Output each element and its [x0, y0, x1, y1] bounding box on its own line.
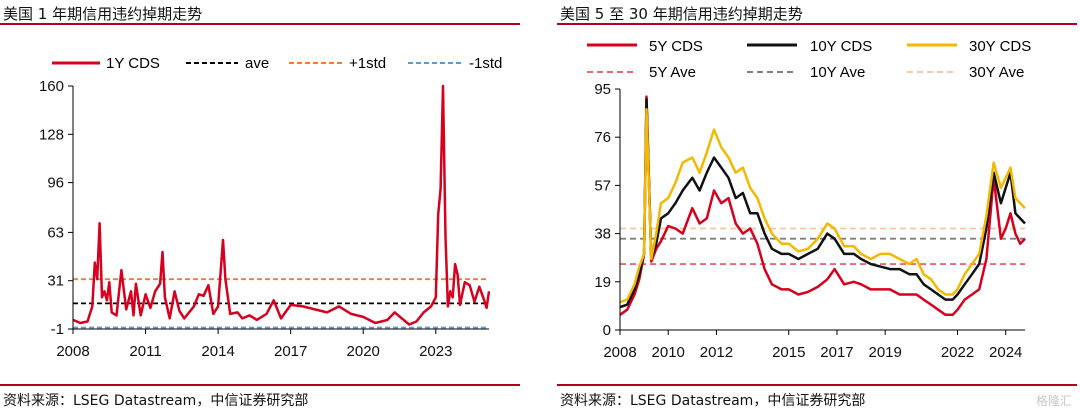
- source-note: 资料来源：LSEG Datastream，中信证券研究部: [3, 393, 309, 409]
- y-tick-label: 57: [594, 177, 611, 194]
- x-tick-label: 2020: [347, 343, 380, 360]
- x-tick-label: 2019: [868, 344, 901, 361]
- title-divider: [0, 23, 520, 25]
- legend-label-10y-cds: 10Y CDS: [810, 38, 872, 55]
- cds-1y-chart: 1Y CDS ave +1std -1std -1 31 63 96 128 160 200…: [39, 55, 502, 360]
- cds-5-30y-chart: 5Y CDS 10Y CDS 30Y CDS 5Y Ave 10Y Ave 30…: [587, 38, 1031, 361]
- legend-label-30y-ave: 30Y Ave: [969, 64, 1024, 81]
- y-tick-label: 96: [47, 175, 64, 192]
- x-tick-label: 2017: [274, 343, 307, 360]
- x-tick-label: 2017: [820, 344, 853, 361]
- legend-label-minus-1std: -1std: [469, 55, 502, 72]
- watermark-logo: 格隆汇: [1035, 394, 1072, 408]
- plot-area: 0 19 38 57 76 95 2008 2010 2012 2015 2017 2019 2022 2…: [594, 81, 1026, 361]
- source-divider: [557, 384, 1077, 386]
- legend-label-ave: ave: [245, 55, 269, 72]
- legend-label-5y-ave: 5Y Ave: [649, 64, 696, 81]
- y-tick-label: 95: [594, 81, 611, 98]
- legend: 5Y CDS 10Y CDS 30Y CDS 5Y Ave 10Y Ave 30…: [587, 38, 1031, 81]
- title-divider: [557, 23, 1077, 25]
- y-tick-label: 128: [39, 126, 64, 143]
- plot-area: -1 31 63 96 128 160 2008 2011 2014 2017 2020 2023: [39, 78, 491, 360]
- x-tick-label: 2008: [603, 344, 636, 361]
- y-tick-label: 0: [603, 322, 611, 339]
- y-tick-label: -1: [51, 321, 64, 338]
- series-line-5y-cds: [619, 95, 1026, 317]
- x-tick-label: 2011: [129, 343, 161, 360]
- chart-title: 美国 1 年期信用违约掉期走势: [3, 5, 203, 23]
- y-tick-label: 76: [594, 129, 611, 146]
- legend-label-1y-cds: 1Y CDS: [106, 55, 160, 72]
- y-tick-label: 63: [47, 224, 64, 241]
- legend: 1Y CDS ave +1std -1std: [52, 55, 502, 72]
- series-line-10y-cds: [619, 97, 1026, 309]
- x-tick-label: 2024: [989, 344, 1022, 361]
- x-tick-label: 2014: [201, 343, 234, 360]
- chart-title: 美国 5 至 30 年期信用违约掉期走势: [560, 5, 803, 23]
- source-divider: [0, 384, 520, 386]
- x-tick-label: 2010: [652, 344, 685, 361]
- legend-label-10y-ave: 10Y Ave: [810, 64, 865, 81]
- legend-label-plus-1std: +1std: [349, 55, 386, 72]
- right-chart-panel: 美国 5 至 30 年期信用违约掉期走势 5Y CDS 10Y CDS 30Y …: [557, 0, 1080, 413]
- legend-label-5y-cds: 5Y CDS: [649, 38, 703, 55]
- x-tick-label: 2015: [772, 344, 805, 361]
- x-tick-label: 2022: [941, 344, 974, 361]
- series-line-30y-cds: [619, 108, 1026, 304]
- y-tick-label: 31: [47, 273, 64, 290]
- series-line-1y-cds: [72, 84, 491, 326]
- source-note: 资料来源：LSEG Datastream，中信证券研究部: [560, 393, 866, 409]
- y-tick-label: 19: [594, 274, 611, 291]
- left-chart-panel: 美国 1 年期信用违约掉期走势 1Y CDS ave +1std -1std -…: [0, 0, 523, 413]
- legend-label-30y-cds: 30Y CDS: [969, 38, 1031, 55]
- x-tick-label: 2008: [56, 343, 89, 360]
- y-tick-label: 160: [39, 78, 64, 95]
- x-tick-label: 2023: [419, 343, 452, 360]
- x-tick-label: 2012: [700, 344, 733, 361]
- y-tick-label: 38: [594, 226, 611, 243]
